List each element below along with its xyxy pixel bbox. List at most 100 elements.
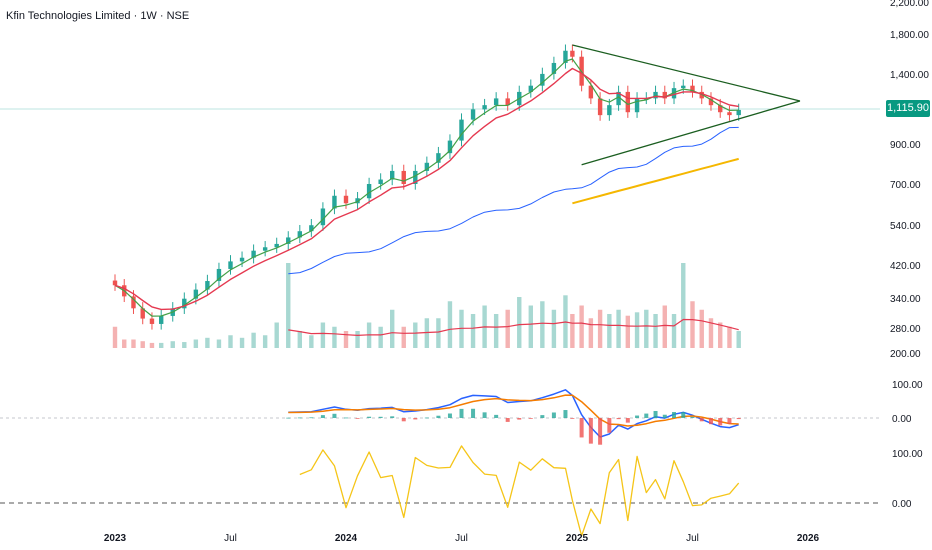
macd-histogram-bar [505,418,510,422]
macd-histogram-bar [681,412,686,418]
macd-histogram-bar [297,417,302,419]
volume-bar [332,326,337,348]
candle-body [193,289,199,299]
candle-body [551,62,557,74]
macd-histogram-bar [672,412,677,418]
signal-line [288,394,739,427]
price-candles [112,44,741,330]
candle-body [436,153,441,163]
candle-body [286,237,291,244]
chart-title: Kfin Technologies Limited · 1W · NSE [6,10,190,22]
volume-bar [355,331,360,348]
candle-body [366,184,372,199]
candle-body [540,73,545,86]
volume-bar [540,301,545,348]
candle-body [607,105,612,116]
macd-histogram-bar [570,418,575,419]
volume-bar [653,314,658,348]
macd-histogram-bar [699,418,704,422]
volume-bar [343,331,349,348]
time-axis-label: Jul [455,533,468,544]
macd-histogram-bar [355,418,360,419]
volume-bar [447,301,453,348]
macd-axis-label: 100.00 [892,380,923,391]
candle-body [378,179,383,184]
rsi-line [299,445,740,537]
volume-bar [699,309,704,348]
volume-bar [570,314,575,348]
lower-trendline [581,100,801,166]
volume-bar [159,342,164,348]
time-axis-label: Jul [686,533,699,544]
volume-bar [413,322,418,348]
macd-histogram-bar [736,418,741,420]
macd-histogram-bar [662,414,667,418]
ema-slow-line [114,67,739,311]
macd-histogram-bar [708,418,713,425]
candle-body [182,298,187,309]
volume-bar [736,331,741,348]
volume-bar [262,335,268,348]
volume-bar [634,312,640,348]
macd-histogram-bar [690,416,695,418]
price-axis-label: 540.00 [890,221,921,232]
volume-bar [616,309,621,348]
volume-bar [182,342,187,348]
volume-bar [216,339,222,348]
macd-histogram-bar [635,415,640,418]
macd-histogram-bar [367,416,372,418]
volume-bar [320,322,326,348]
candle-body [355,198,360,204]
macd-histogram-bar [588,418,593,444]
candle-body [239,257,245,262]
macd-histogram-bar [286,417,291,419]
candle-body [505,98,510,106]
time-axis-label: 2024 [335,533,358,544]
candle-body [228,261,233,269]
macd-histogram-bar [482,412,487,418]
candle-body [482,105,487,110]
volume-bar [228,335,233,348]
volume-bars [112,263,741,348]
candle-body [343,195,349,204]
macd-histogram-bar [616,418,621,420]
time-axis-label: 2023 [104,533,127,544]
candle-body [634,98,640,113]
volume-bar [579,305,584,348]
volume-ma-line [288,318,739,336]
volume-bar [378,326,383,348]
price-axis-label: 2,200.00 [890,0,929,9]
candle-body [671,88,677,99]
candle-body [690,85,695,92]
macd-histogram-bar [653,410,658,418]
volume-bar [170,341,175,348]
candle-body [297,231,302,238]
macd-histogram-bar [727,418,732,425]
ema-fast-line [114,58,739,317]
macd-histogram-bar [517,418,522,420]
macd-histogram-bar [378,416,383,418]
candle-body [493,98,499,106]
candle-body [718,105,723,113]
macd-histogram-bar [413,418,418,420]
volume-bar [718,322,723,348]
candle-body [563,50,568,63]
volume-bar [727,326,732,348]
sma-gold-line [572,157,739,205]
candle-body [681,85,686,89]
volume-bar [239,337,245,348]
indicator-lines [114,44,801,317]
volume-bar [205,337,210,348]
volume-bar [690,301,695,348]
volume-bar [274,322,279,348]
price-axis-label: 340.00 [890,294,921,305]
volume-bar [708,318,714,348]
candle-body [708,98,714,106]
macd-axis-label: 0.00 [892,414,912,425]
sma-blue-line [288,126,739,275]
candle-body [159,315,164,324]
volume-bar [671,314,677,348]
volume-bar [528,305,533,348]
candle-body [727,112,732,116]
